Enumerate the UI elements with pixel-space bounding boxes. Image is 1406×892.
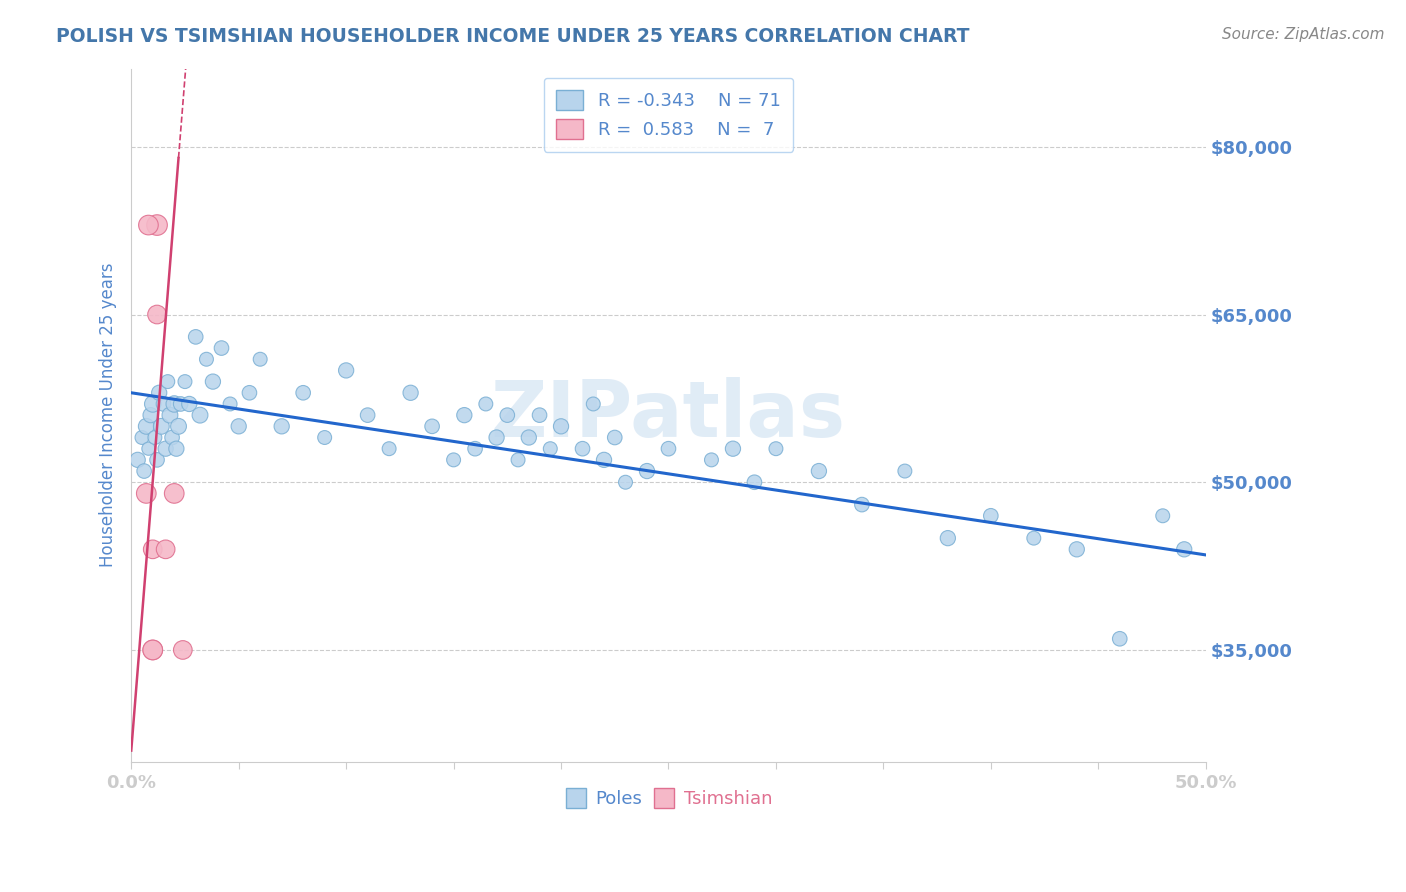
Point — [593, 453, 616, 467]
Point — [571, 442, 593, 456]
Point — [188, 408, 211, 422]
Point — [603, 430, 626, 444]
Point — [174, 375, 197, 389]
Point — [270, 419, 292, 434]
Point — [142, 542, 165, 557]
Point — [143, 430, 166, 444]
Text: ZIPatlas: ZIPatlas — [491, 377, 846, 453]
Point — [211, 341, 233, 355]
Point — [165, 442, 187, 456]
Point — [582, 397, 605, 411]
Point — [163, 397, 186, 411]
Point — [201, 375, 224, 389]
Point — [146, 218, 169, 232]
Point — [464, 442, 486, 456]
Point — [765, 442, 787, 456]
Point — [172, 643, 194, 657]
Point — [138, 218, 160, 232]
Point — [184, 330, 207, 344]
Point — [155, 542, 177, 557]
Point — [420, 419, 443, 434]
Point — [160, 430, 183, 444]
Point — [167, 419, 190, 434]
Point — [163, 486, 186, 500]
Point — [152, 397, 174, 411]
Point — [980, 508, 1002, 523]
Point — [146, 308, 169, 322]
Point — [195, 352, 218, 367]
Point — [159, 408, 181, 422]
Point — [550, 419, 572, 434]
Point — [238, 385, 260, 400]
Point — [614, 475, 637, 490]
Point — [496, 408, 519, 422]
Point — [142, 643, 165, 657]
Point — [1173, 542, 1195, 557]
Y-axis label: Householder Income Under 25 years: Householder Income Under 25 years — [100, 263, 117, 567]
Point — [443, 453, 465, 467]
Point — [139, 408, 162, 422]
Point — [131, 430, 153, 444]
Point — [1108, 632, 1130, 646]
Point — [127, 453, 149, 467]
Point — [1152, 508, 1174, 523]
Point — [636, 464, 658, 478]
Point — [146, 453, 169, 467]
Point — [155, 442, 177, 456]
Point — [506, 453, 529, 467]
Point — [335, 363, 357, 377]
Point — [148, 385, 170, 400]
Point — [219, 397, 242, 411]
Point — [657, 442, 679, 456]
Point — [142, 397, 165, 411]
Point — [356, 408, 378, 422]
Point — [744, 475, 766, 490]
Point — [249, 352, 271, 367]
Point — [228, 419, 250, 434]
Point — [538, 442, 561, 456]
Point — [475, 397, 498, 411]
Point — [807, 464, 830, 478]
Legend: Poles, Tsimshian: Poles, Tsimshian — [557, 782, 779, 815]
Text: POLISH VS TSIMSHIAN HOUSEHOLDER INCOME UNDER 25 YEARS CORRELATION CHART: POLISH VS TSIMSHIAN HOUSEHOLDER INCOME U… — [56, 27, 970, 45]
Point — [851, 498, 873, 512]
Point — [134, 464, 156, 478]
Point — [517, 430, 540, 444]
Point — [135, 486, 157, 500]
Text: Source: ZipAtlas.com: Source: ZipAtlas.com — [1222, 27, 1385, 42]
Point — [135, 419, 157, 434]
Point — [485, 430, 508, 444]
Point — [138, 442, 160, 456]
Point — [150, 419, 173, 434]
Point — [179, 397, 201, 411]
Point — [721, 442, 744, 456]
Point — [378, 442, 401, 456]
Point — [529, 408, 551, 422]
Point — [314, 430, 336, 444]
Point — [700, 453, 723, 467]
Point — [453, 408, 475, 422]
Point — [142, 643, 165, 657]
Point — [170, 397, 193, 411]
Point — [399, 385, 422, 400]
Point — [894, 464, 917, 478]
Point — [1066, 542, 1088, 557]
Point — [1022, 531, 1045, 545]
Point — [156, 375, 179, 389]
Point — [292, 385, 315, 400]
Point — [936, 531, 959, 545]
